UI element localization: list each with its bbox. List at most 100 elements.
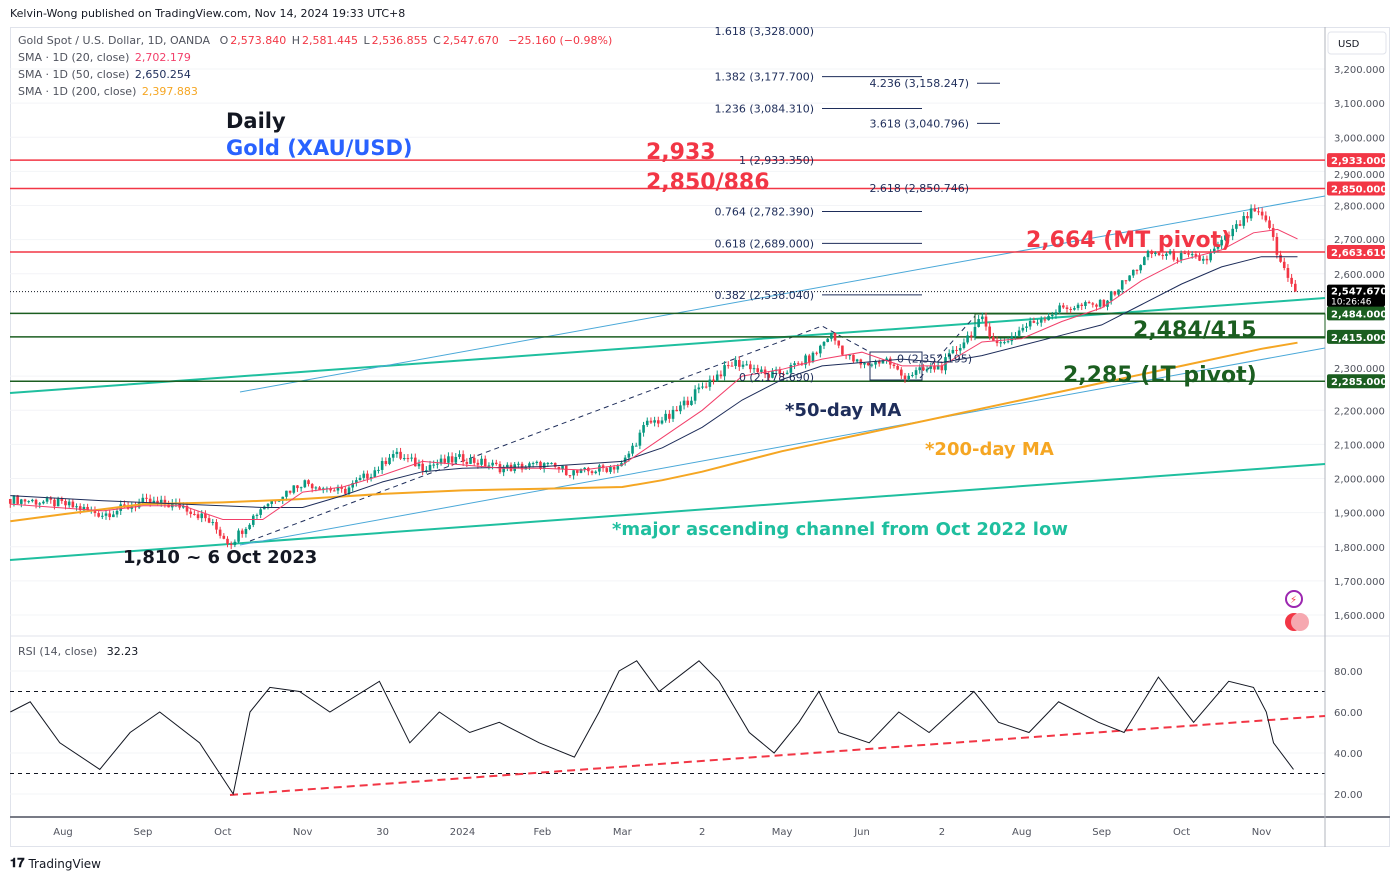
candle-body [719,374,723,377]
candle-body [248,524,251,530]
open-value: 2,573.840 [230,34,287,47]
candle-body [668,413,671,419]
candle-body [1179,253,1183,260]
candle-body [1058,305,1061,313]
candle-body [1036,322,1039,324]
price-tick-label: 1,700.000 [1334,577,1385,588]
rsi-legend[interactable]: RSI (14, close) 32.23 [18,645,140,658]
tradingview-logo[interactable]: 𝟏𝟕 TradingView [10,856,101,871]
candle-body [553,462,557,467]
fib-left-label: 0.764 (2,782.390) [714,206,814,219]
fib-extension-dashed-line-2[interactable] [919,315,976,379]
candle-body [170,503,174,508]
sma20-line[interactable] [10,228,1298,520]
candle-body [859,359,863,365]
candle-body [458,454,461,457]
candle-body [690,400,693,406]
candle-body [907,375,910,380]
candle-body [487,465,491,467]
sma50-line[interactable] [10,256,1298,508]
candle-body [885,358,888,361]
candle-body [93,509,97,514]
candle-body [855,359,859,362]
candle-body [1124,280,1128,282]
candle-body [730,365,734,367]
candle-body [1032,321,1036,323]
mt-pivot-annotation: 2,664 (MT pivot) [1026,228,1231,253]
candle-body [1224,235,1227,240]
time-tick-label: Oct [214,827,231,838]
major-channel-lower-line[interactable] [9,463,1326,561]
time-tick-label: Sep [133,827,152,838]
rsi-line[interactable] [10,660,1294,796]
candle-body [86,506,89,510]
candle-body [1168,251,1172,254]
price-level-label: 2,484.000 [1331,309,1387,320]
candle-body [701,386,704,388]
sma200-line[interactable] [10,341,1298,523]
candle-body [682,400,686,406]
price-level-badge [1327,153,1385,168]
candle-body [56,498,60,507]
minor-channel-upper-line[interactable] [239,195,1326,393]
candle-body [1062,305,1065,308]
price-tick-label: 1,600.000 [1334,611,1385,622]
candle-body [1087,302,1091,304]
candle-body [911,374,914,376]
candle-body [1257,211,1260,213]
currency-button[interactable] [1327,31,1387,55]
candle-body [1014,335,1017,337]
ma50-annotation: *50-day MA [785,400,901,421]
sma20-legend[interactable]: SMA · 1D (20, close) 2,702.179 [18,51,193,64]
instrument-annotation: Gold (XAU/USD) [226,136,413,160]
candle-body [45,497,49,502]
candle-body [1260,211,1264,216]
candle-body [123,504,126,506]
candle-body [1190,254,1194,256]
candle-body [1054,312,1058,315]
candle-body [561,465,564,469]
candle-body [1201,258,1205,261]
lightning-icon[interactable] [1285,590,1303,608]
sma20-label: SMA · 1D (20, close) [18,51,130,64]
price-level-badge [1327,245,1385,260]
symbol-legend[interactable]: Gold Spot / U.S. Dollar, 1D, OANDA O 2,57… [18,34,614,47]
candle-body [657,420,660,424]
candle-body [1091,303,1095,305]
candle-body [472,457,476,463]
candle-body [502,467,505,473]
low-annotation: 1,810 ~ 6 Oct 2023 [123,547,317,568]
candle-body [1157,252,1161,256]
candle-body [336,486,340,491]
high-value: 2,581.445 [302,34,358,47]
candle-body [634,445,638,447]
close-value: 2,547.670 [442,34,499,47]
candle-body [104,513,108,516]
candle-body [200,513,204,519]
candle-body [863,362,866,365]
candle-body [483,458,487,467]
rsi-tick-label: 40.00 [1334,749,1363,760]
candle-body [712,379,715,381]
rsi-support-trendline[interactable] [229,715,1326,796]
rsi-tick-label: 60.00 [1334,708,1363,719]
candle-body [922,367,925,371]
sma200-legend[interactable]: SMA · 1D (200, close) 2,397.883 [18,85,200,98]
candle-body [185,505,189,512]
candle-body [1025,326,1028,328]
price-tick-label: 3,200.000 [1334,65,1385,76]
low-label: L [363,34,370,47]
fib-extension-dashed-line[interactable] [249,325,871,542]
sma200-value: 2,397.883 [141,85,198,98]
candle-body [461,454,465,462]
candle-body [638,432,642,446]
candle-body [233,541,237,546]
sma50-legend[interactable]: SMA · 1D (50, close) 2,650.254 [18,68,193,81]
candle-body [1161,255,1165,257]
candle-body [741,364,745,367]
candle-body [1286,268,1290,278]
candle-body [575,470,579,473]
publisher-line: Kelvin-Wong published on TradingView.com… [10,7,406,20]
price-tick-label: 1,800.000 [1334,543,1385,554]
